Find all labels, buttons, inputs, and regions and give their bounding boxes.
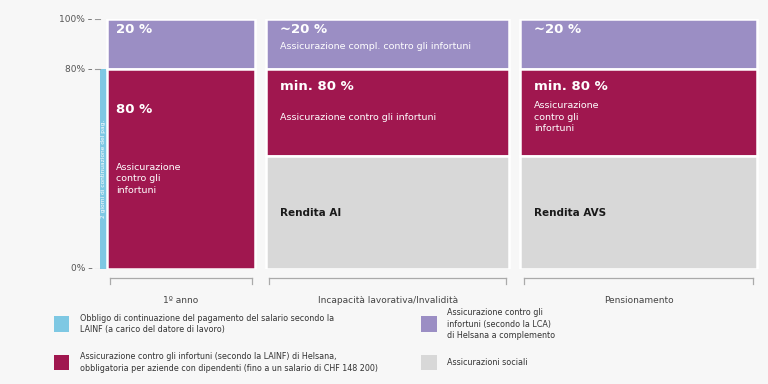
Bar [520,69,756,157]
Text: Rendita AVS: Rendita AVS [535,208,607,218]
Text: Assicurazione contro gli
infortuni (secondo la LCA)
di Helsana a complemento: Assicurazione contro gli infortuni (seco… [447,308,555,340]
Text: Assicurazione contro gli infortuni (secondo la LAINF) di Helsana,
obbligatoria p: Assicurazione contro gli infortuni (seco… [80,352,378,373]
Bar [266,19,509,69]
Bar [54,316,69,332]
Bar [520,157,756,269]
Text: Assicurazione
contro gli
infortuni: Assicurazione contro gli infortuni [535,101,600,133]
Bar [54,355,69,370]
Text: 100% –: 100% – [59,15,93,24]
Text: Obbligo di continuazione del pagamento del salario secondo la
LAINF (a carico de: Obbligo di continuazione del pagamento d… [80,314,334,334]
Text: Assicurazione compl. contro gli infortuni: Assicurazione compl. contro gli infortun… [280,42,472,51]
Text: 1º anno: 1º anno [164,296,199,305]
Bar [266,69,509,157]
Bar [421,355,437,370]
Text: Incapacità lavorativa/Invalidità: Incapacità lavorativa/Invalidità [317,296,458,305]
Text: min. 80 %: min. 80 % [535,80,608,93]
Text: 80% –: 80% – [65,65,93,74]
Text: ~20 %: ~20 % [535,23,581,36]
Bar [266,157,509,269]
Text: Assicurazioni sociali: Assicurazioni sociali [447,358,528,367]
Bar [520,19,756,69]
Bar [107,69,255,269]
Bar [100,69,108,269]
Text: Pensionamento: Pensionamento [604,296,674,305]
Text: ~20 %: ~20 % [280,23,327,36]
Text: 0% –: 0% – [71,264,93,273]
Text: Assicurazione
contro gli
infortuni: Assicurazione contro gli infortuni [116,163,181,195]
Text: 20 %: 20 % [116,23,152,36]
Text: 80 %: 80 % [116,103,152,116]
Text: Rendita AI: Rendita AI [280,208,342,218]
Text: min. 80 %: min. 80 % [280,80,354,93]
Text: 2 giorni di continuazione del pag.: 2 giorni di continuazione del pag. [101,120,107,218]
Text: Assicurazione contro gli infortuni: Assicurazione contro gli infortuni [280,113,436,122]
Bar [107,19,255,69]
Bar [421,316,437,332]
